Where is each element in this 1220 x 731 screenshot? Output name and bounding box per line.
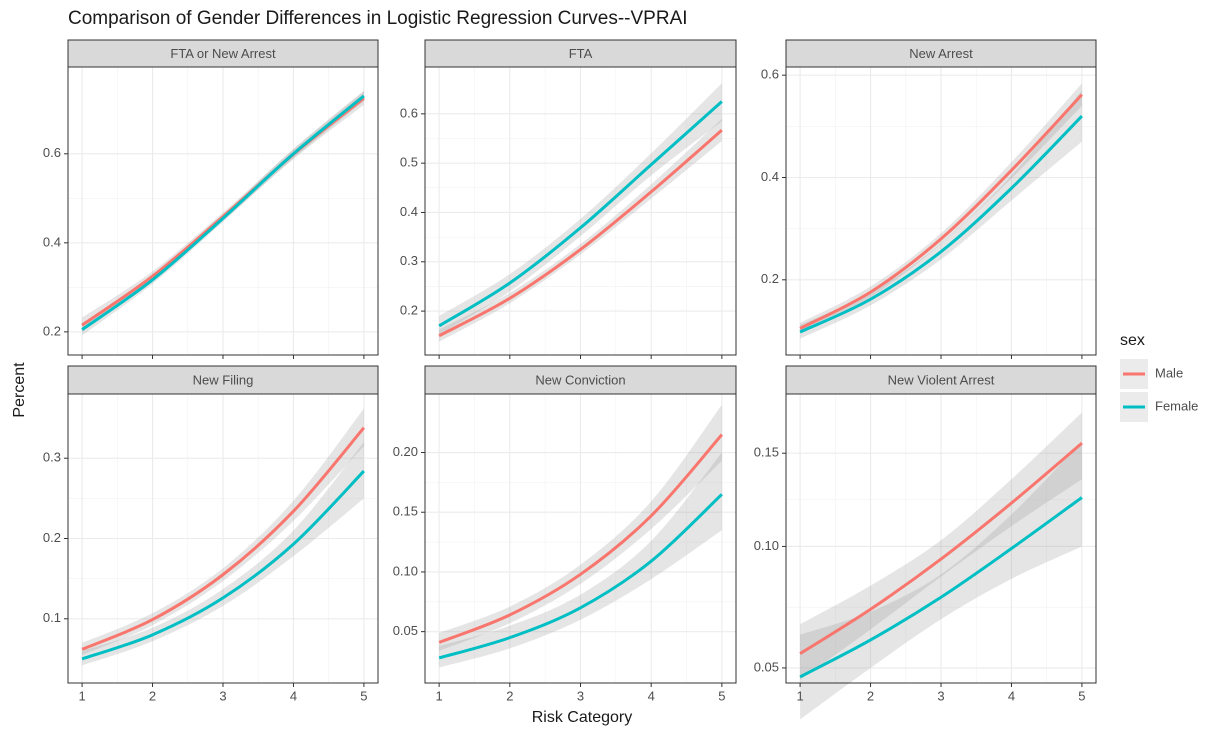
y-tick-label: 0.3 <box>400 253 418 268</box>
y-axis-label: Percent <box>11 362 28 418</box>
panel <box>68 394 378 683</box>
confidence-band <box>82 91 364 332</box>
strip <box>67 39 379 68</box>
y-tick-label: 0.2 <box>761 271 779 286</box>
y-tick-label: 0.15 <box>754 445 779 460</box>
y-tick-label: 0.2 <box>43 323 61 338</box>
line <box>799 442 1083 655</box>
legend-label: Male <box>1155 365 1183 380</box>
y-tick-label: 0.15 <box>393 504 418 519</box>
y-tick-label: 0.2 <box>400 303 418 318</box>
x-tick-label: 3 <box>219 688 226 703</box>
strip <box>67 365 379 395</box>
strip <box>424 39 737 68</box>
x-tick-label: 1 <box>78 688 85 703</box>
line <box>81 470 365 661</box>
x-tick-label: 2 <box>867 688 874 703</box>
legend-title: sex <box>1120 332 1145 349</box>
x-tick-label: 4 <box>290 688 297 703</box>
panel-border <box>785 66 1097 356</box>
confidence-band <box>800 412 1082 680</box>
x-axis-label: Risk Category <box>532 709 632 726</box>
confidence-band <box>82 90 364 336</box>
y-tick-label: 0.4 <box>761 169 779 184</box>
line <box>438 433 723 644</box>
y-tick-label: 0.6 <box>43 145 61 160</box>
line <box>438 493 723 660</box>
x-tick-label: 3 <box>937 688 944 703</box>
line <box>81 426 366 651</box>
strip-title: New Violent Arrest <box>888 372 995 387</box>
y-tick-label: 0.4 <box>43 234 61 249</box>
panel <box>425 67 736 355</box>
confidence-band <box>800 441 1082 720</box>
line <box>799 496 1083 679</box>
x-tick-label: 4 <box>1008 688 1015 703</box>
y-tick-label: 0.10 <box>393 563 418 578</box>
strip-title: New Conviction <box>535 372 625 387</box>
x-tick-label: 1 <box>436 688 443 703</box>
confidence-band <box>82 442 364 666</box>
line <box>799 115 1083 334</box>
y-tick-label: 0.4 <box>400 204 418 219</box>
y-tick-label: 0.3 <box>43 450 61 465</box>
y-tick-label: 0.6 <box>400 105 418 120</box>
x-tick-label: 1 <box>796 688 803 703</box>
confidence-band <box>439 452 722 668</box>
x-tick-label: 5 <box>718 688 725 703</box>
y-tick-label: 0.05 <box>754 659 779 674</box>
panel <box>786 394 1096 720</box>
x-tick-label: 5 <box>360 688 367 703</box>
panel-border <box>67 66 379 356</box>
panel <box>68 67 378 355</box>
strip <box>424 365 737 395</box>
y-tick-label: 0.2 <box>43 530 61 545</box>
x-tick-label: 5 <box>1078 688 1085 703</box>
panel-border <box>67 393 379 684</box>
line <box>438 100 723 328</box>
y-tick-label: 0.10 <box>754 538 779 553</box>
line <box>81 94 365 331</box>
x-tick-label: 4 <box>648 688 655 703</box>
y-tick-label: 0.6 <box>761 67 779 82</box>
strip-title: FTA or New Arrest <box>170 46 276 61</box>
strip-title: New Filing <box>193 372 254 387</box>
legend-label: Female <box>1155 398 1198 413</box>
x-tick-label: 2 <box>149 688 156 703</box>
strip <box>785 39 1097 68</box>
chart-title: Comparison of Gender Differences in Logi… <box>68 8 688 29</box>
line <box>438 128 723 338</box>
strip-title: FTA <box>569 46 593 61</box>
x-tick-label: 2 <box>506 688 513 703</box>
x-tick-label: 3 <box>577 688 584 703</box>
panel-border <box>424 66 737 356</box>
y-tick-label: 0.5 <box>400 155 418 170</box>
panel-border <box>424 393 737 684</box>
strip-title: New Arrest <box>909 46 973 61</box>
panel <box>425 394 736 683</box>
y-tick-label: 0.20 <box>393 444 418 459</box>
confidence-band <box>439 404 722 651</box>
panel <box>786 67 1096 355</box>
y-tick-label: 0.1 <box>43 610 61 625</box>
confidence-band <box>439 118 722 342</box>
y-tick-label: 0.05 <box>393 623 418 638</box>
strip <box>785 365 1097 395</box>
line <box>799 93 1084 330</box>
panel-border <box>785 393 1097 684</box>
